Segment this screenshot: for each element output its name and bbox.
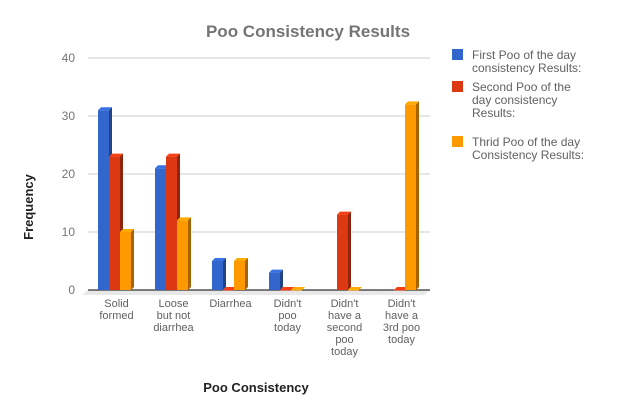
x-tick-label: Didn't xyxy=(274,298,302,310)
bar xyxy=(269,272,280,290)
bar xyxy=(109,156,120,290)
bar-top xyxy=(394,287,408,290)
bar xyxy=(155,168,166,290)
bar-top xyxy=(212,258,226,261)
bar-top xyxy=(234,258,248,261)
y-tick-label: 30 xyxy=(62,109,76,123)
bar xyxy=(223,290,234,291)
bar xyxy=(120,232,131,290)
x-tick-label: Didn't xyxy=(331,298,359,310)
bar-top xyxy=(120,229,134,232)
legend-label: Results: xyxy=(472,106,515,120)
y-tick-label: 40 xyxy=(62,51,76,65)
bar-side xyxy=(188,217,191,290)
bar-top xyxy=(155,165,169,169)
x-tick-label: today xyxy=(388,334,415,346)
x-tick-label: Solid xyxy=(104,298,128,310)
legend-swatch xyxy=(452,49,463,60)
legend-swatch xyxy=(452,136,463,147)
bar-top xyxy=(269,269,283,273)
x-tick-label: today xyxy=(274,322,301,334)
bar-side xyxy=(223,258,226,290)
bar xyxy=(280,290,291,291)
bar xyxy=(177,220,188,290)
bar xyxy=(394,290,405,291)
chart-floor xyxy=(82,290,430,295)
bar-top xyxy=(223,287,237,290)
bar-side xyxy=(348,211,351,290)
bar xyxy=(405,104,416,291)
bar-top xyxy=(337,211,351,215)
x-tick-label: diarrhea xyxy=(153,322,194,334)
bar-top xyxy=(177,217,191,221)
x-tick-label: but not xyxy=(157,310,191,322)
x-tick-label: have a xyxy=(328,310,362,322)
bar-side xyxy=(245,258,248,290)
bar-top xyxy=(405,101,419,105)
x-tick-label: poo xyxy=(335,334,353,346)
x-tick-label: Diarrhea xyxy=(209,298,252,310)
legend-label: Second Poo of the xyxy=(472,80,571,94)
bar xyxy=(166,156,177,290)
chart-title: Poo Consistency Results xyxy=(206,22,410,41)
bar xyxy=(212,261,223,290)
x-tick-label: Didn't xyxy=(388,298,416,310)
legend-label: Thrid Poo of the day xyxy=(472,135,580,149)
bar xyxy=(348,290,359,291)
bar-top xyxy=(348,287,362,290)
bar xyxy=(234,261,245,290)
bar xyxy=(98,110,109,290)
y-axis-label: Frequency xyxy=(21,173,36,240)
x-tick-label: poo xyxy=(278,310,296,322)
x-axis-label: Poo Consistency xyxy=(203,380,309,395)
legend-label: consistency Results: xyxy=(472,61,581,75)
x-tick-label: second xyxy=(327,322,362,334)
x-tick-label: 3rd poo xyxy=(383,322,420,334)
x-tick-label: formed xyxy=(99,310,133,322)
x-tick-label: have a xyxy=(385,310,419,322)
bar-top xyxy=(98,107,112,111)
legend-label: day consistency xyxy=(472,93,557,107)
bar-side xyxy=(280,269,283,290)
bar-top xyxy=(291,287,305,290)
y-tick-label: 10 xyxy=(62,225,76,239)
y-tick-label: 0 xyxy=(68,283,75,297)
bar-top xyxy=(166,153,180,157)
y-tick-label: 20 xyxy=(62,167,76,181)
bar-side xyxy=(416,101,419,291)
bar-top xyxy=(280,287,294,290)
bar xyxy=(291,290,302,291)
x-tick-label: today xyxy=(331,346,358,358)
bar xyxy=(337,214,348,290)
bar-top xyxy=(109,153,123,157)
bar-side xyxy=(131,229,134,290)
legend-label: First Poo of the day xyxy=(472,48,576,62)
legend-swatch xyxy=(452,81,463,92)
legend-label: Consistency Results: xyxy=(472,148,584,162)
x-tick-label: Loose xyxy=(159,298,189,310)
